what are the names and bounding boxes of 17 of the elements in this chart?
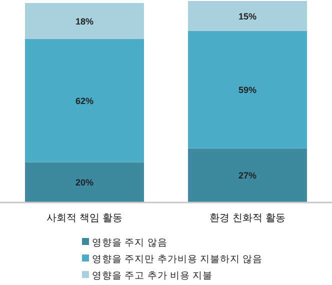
bar bbox=[188, 30, 307, 148]
legend-label: 영향을 주지만 추가비용 지불하지 않음 bbox=[92, 254, 263, 265]
bar bbox=[25, 38, 144, 162]
bar bbox=[25, 2, 144, 39]
x-tick-label: 사회적 책임 활동 bbox=[46, 213, 122, 224]
data-label: 15% bbox=[238, 11, 257, 22]
data-label: 62% bbox=[75, 96, 94, 106]
data-label: 27% bbox=[238, 170, 257, 181]
data-label: 18% bbox=[75, 16, 94, 26]
data-label: 59% bbox=[238, 85, 257, 96]
legend-label: 영향을 주고 추가 비용 지불 bbox=[92, 270, 213, 282]
bar bbox=[188, 148, 307, 202]
bar bbox=[188, 1, 307, 31]
x-tick-label: 환경 친화적 활동 bbox=[210, 213, 286, 224]
legend-label: 영향을 주지 않음 bbox=[92, 238, 168, 248]
bar bbox=[25, 162, 144, 202]
data-label: 20% bbox=[75, 178, 94, 188]
